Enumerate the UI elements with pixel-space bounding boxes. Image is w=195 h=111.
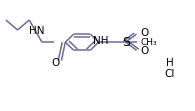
Text: Cl: Cl (164, 69, 175, 79)
Text: CH₃: CH₃ (140, 38, 157, 47)
Text: HN: HN (29, 26, 44, 36)
Text: S: S (122, 36, 130, 49)
Text: H: H (166, 58, 174, 68)
Text: O: O (51, 58, 60, 68)
Text: NH: NH (93, 36, 109, 46)
Text: O: O (140, 46, 148, 56)
Text: O: O (140, 28, 148, 38)
